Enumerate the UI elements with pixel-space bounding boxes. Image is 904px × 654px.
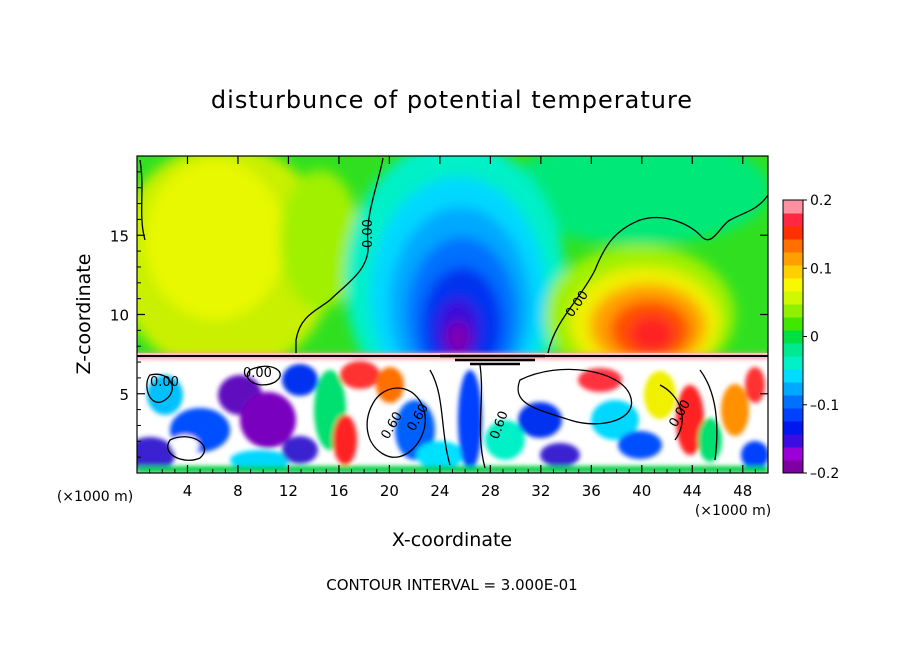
x-tick-label: 12 <box>279 482 298 500</box>
contour-lower-2 <box>246 365 281 386</box>
contour-zero-left <box>139 159 146 241</box>
colorbar-swatch <box>783 278 803 292</box>
x-tick-label: 24 <box>430 482 449 500</box>
colorbar-swatch <box>783 421 803 435</box>
x-tick-label: 44 <box>683 482 702 500</box>
contour-label: 0.00 <box>361 219 376 248</box>
y-tick-label: 10 <box>110 307 129 325</box>
x-tick-label: 20 <box>380 482 399 500</box>
blob-green-topright <box>510 156 768 245</box>
contour-label: 0.00 <box>243 366 272 381</box>
x-tick-label: 48 <box>733 482 752 500</box>
x-axis-ticks: 4 8 12 16 20 24 28 32 36 40 44 48 <box>149 156 756 500</box>
colorbar-swatch <box>783 460 803 474</box>
contour-lower-7 <box>517 368 633 425</box>
colorbar-swatch <box>783 317 803 331</box>
x-unit-left: (×1000 m) <box>57 489 133 505</box>
x-tick-label: 32 <box>531 482 550 500</box>
contour-lower-8 <box>659 384 683 441</box>
colorbar-swatch <box>783 226 803 240</box>
contour-interval-note: CONTOUR INTERVAL = 3.000E-01 <box>326 576 578 594</box>
y-tick-label: 15 <box>110 227 129 245</box>
x-tick-label: 36 <box>582 482 601 500</box>
colorbar-swatch <box>783 356 803 370</box>
colorbar-swatch <box>783 252 803 266</box>
colorbar-tick-label: 0.2 <box>810 193 832 209</box>
blob-warm-red <box>630 316 674 352</box>
contour-lower-3 <box>167 436 206 461</box>
colorbar-swatch <box>783 200 803 214</box>
x-tick-label: 40 <box>632 482 651 500</box>
contour-zero-mid <box>295 157 384 353</box>
colorbar-tick-label: –0.1 <box>810 398 839 414</box>
colorbar-swatch <box>783 408 803 422</box>
colorbar-swatch <box>783 382 803 396</box>
colorbar-swatch <box>783 330 803 344</box>
colorbar-tick-label: 0 <box>810 330 819 346</box>
colorbar-swatch <box>783 434 803 448</box>
contour-lines <box>137 157 768 469</box>
x-tick-label: 4 <box>183 482 193 500</box>
colorbar-swatch <box>783 304 803 318</box>
contour-lower-1 <box>146 373 173 403</box>
contour-dense-band <box>440 354 545 366</box>
colorbar-tick-label: –0.2 <box>810 466 839 482</box>
colorbar-swatch <box>783 265 803 279</box>
contour-label: 0.00 <box>150 375 179 390</box>
colorbar-swatch <box>783 239 803 253</box>
contour-lower-6 <box>479 364 486 469</box>
x-tick-label: 28 <box>481 482 500 500</box>
chart-title: disturbunce of potential temperature <box>210 86 694 114</box>
x-unit-right: (×1000 m) <box>695 503 771 519</box>
y-axis-ticks: 5 10 15 <box>110 171 768 458</box>
heatmap-field: 0.00 0.00 0.00 0.60 0.60 0.60 0.00 0.00 <box>137 156 768 473</box>
colorbar: 0.2 0.1 0 –0.1 –0.2 <box>782 193 839 482</box>
colorbar-swatch <box>783 343 803 357</box>
colorbar-swatch <box>783 213 803 227</box>
colorbar-swatch <box>783 447 803 461</box>
blob-lightgreen-mid <box>280 170 360 310</box>
y-tick-label: 5 <box>119 386 129 404</box>
contour-zero-right <box>547 194 768 354</box>
colorbar-tick-label: 0.1 <box>810 261 832 277</box>
colorbar-swatch <box>783 291 803 305</box>
x-tick-label: 8 <box>233 482 243 500</box>
contour-lower-4 <box>366 387 426 458</box>
y-axis-label: Z-coordinate <box>73 254 95 375</box>
blob-yellow-left <box>145 160 285 320</box>
colorbar-swatch <box>783 395 803 409</box>
x-axis-label: X-coordinate <box>392 529 512 551</box>
colorbar-swatch <box>783 369 803 383</box>
blob-purple <box>446 322 470 354</box>
contour-lower-5 <box>429 369 451 466</box>
x-tick-label: 16 <box>329 482 348 500</box>
contour-lower-9 <box>699 369 718 461</box>
